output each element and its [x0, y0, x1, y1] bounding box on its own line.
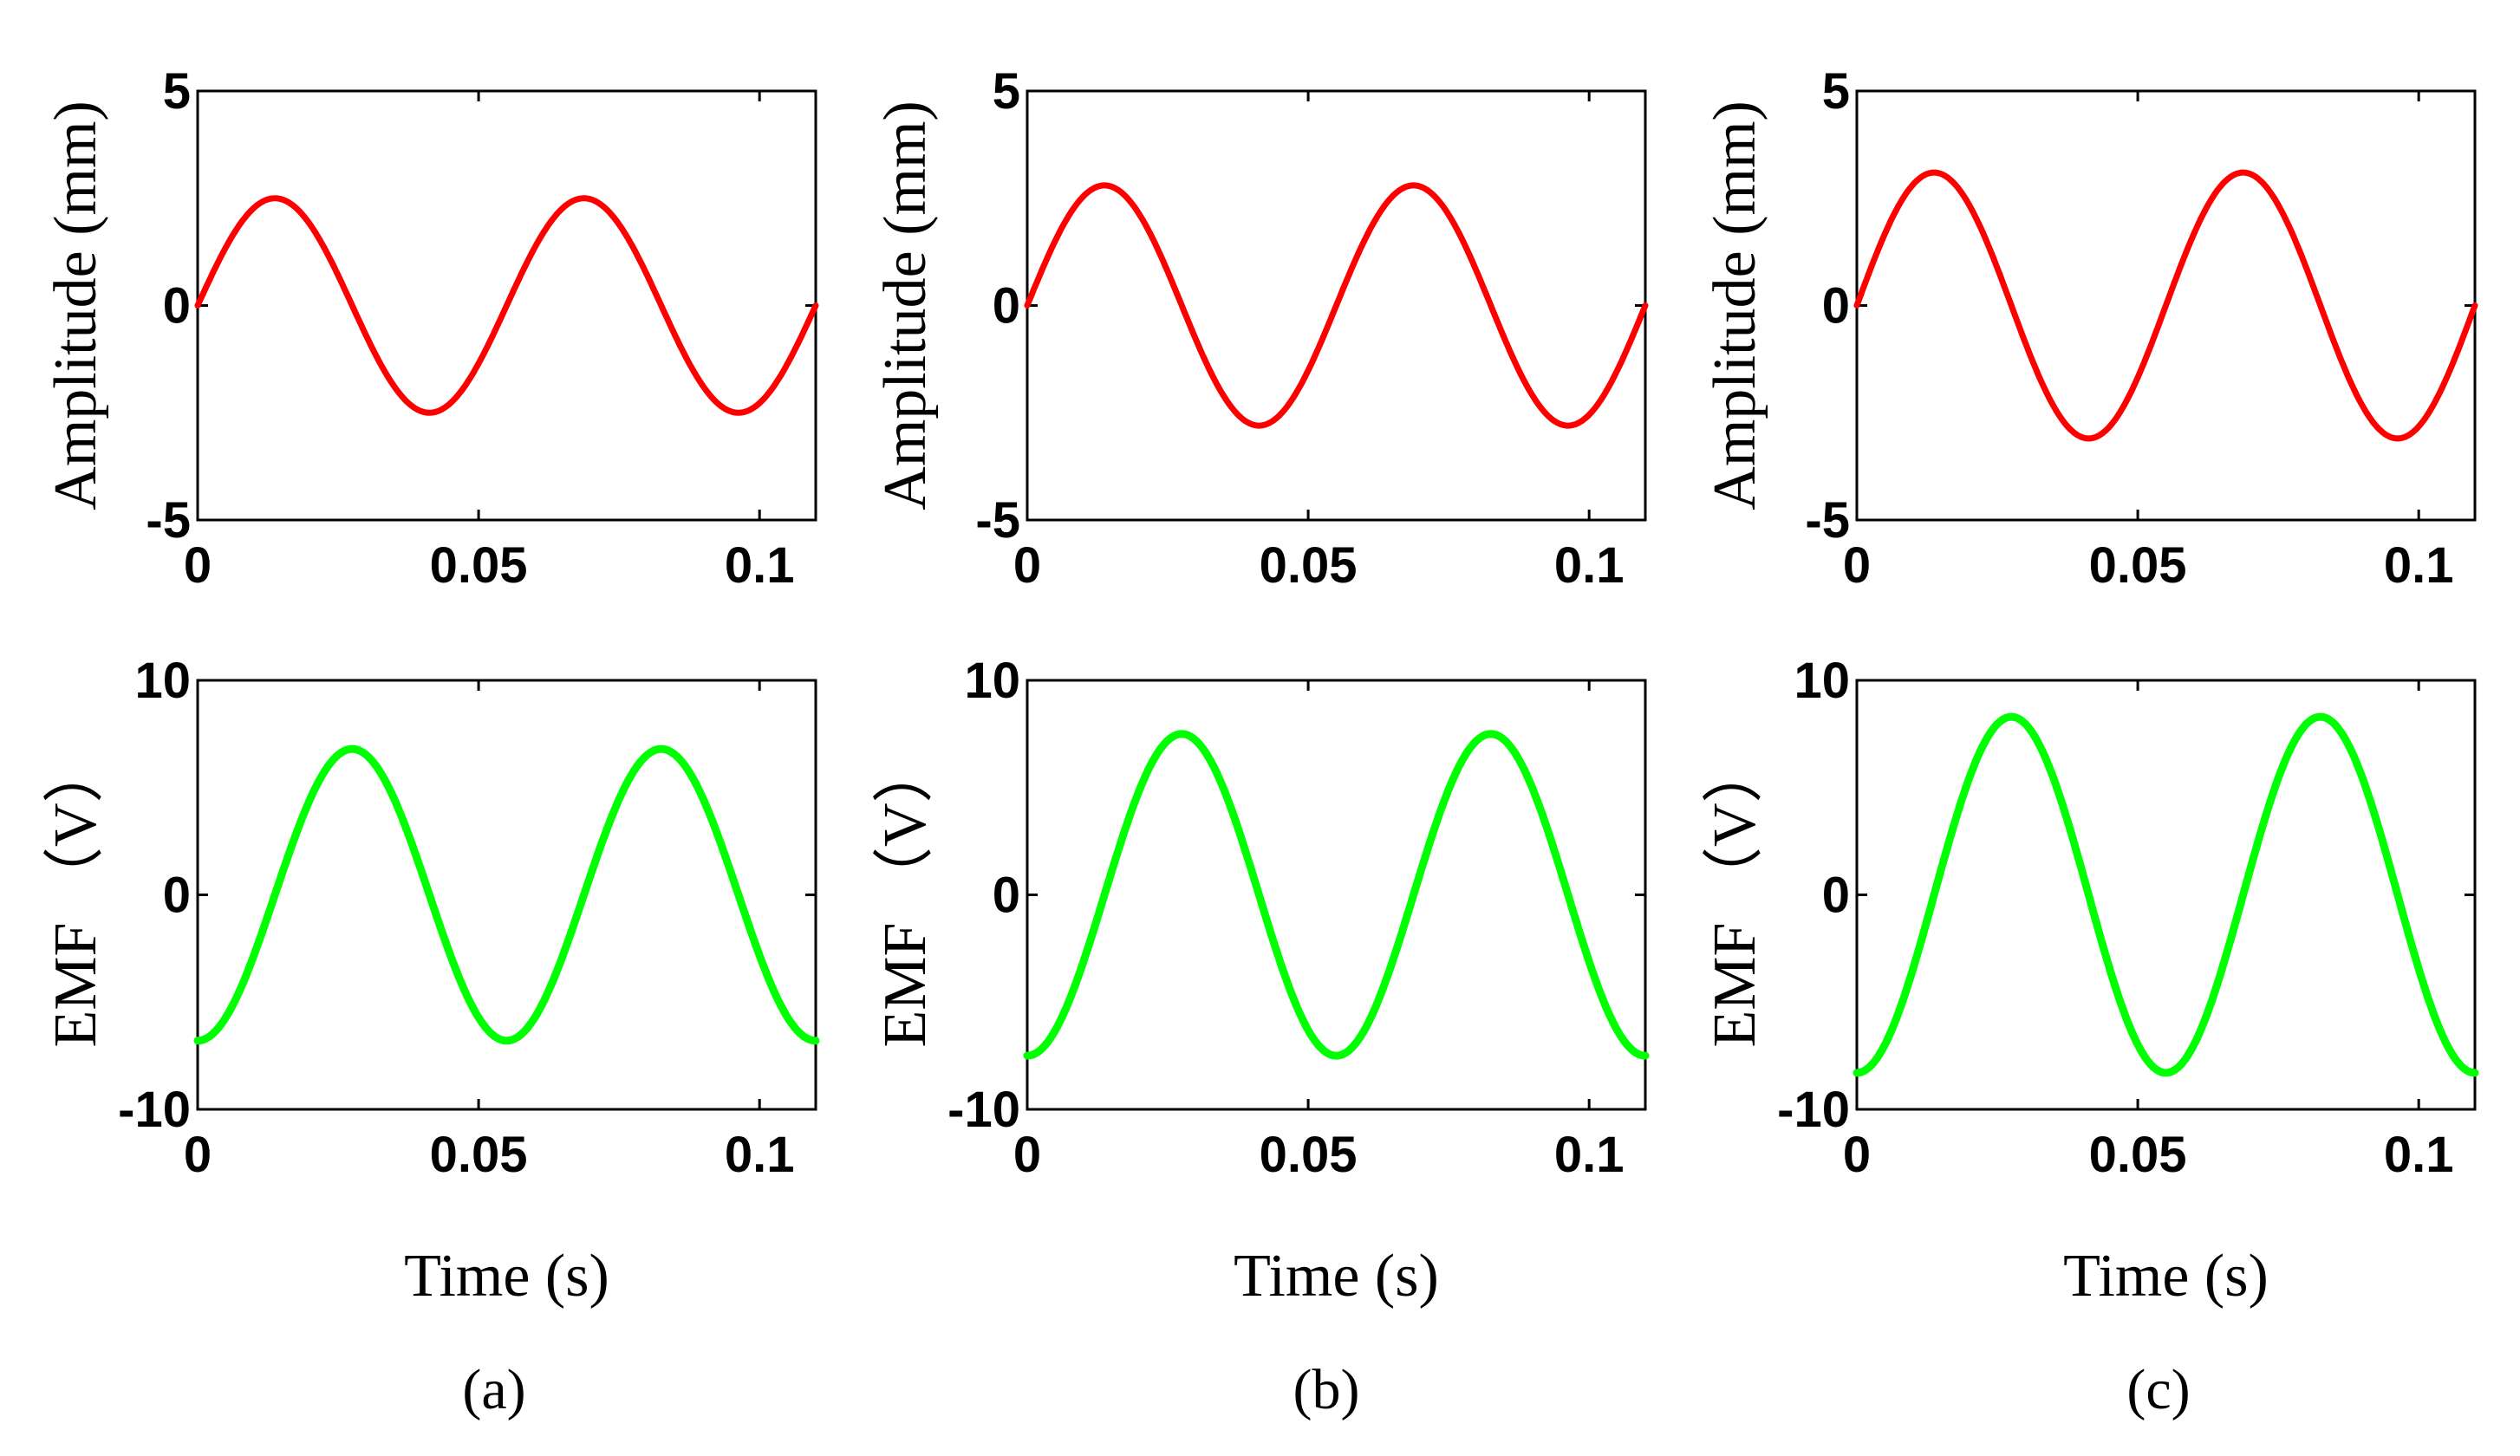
y-axis-label: EMF （V） — [1702, 743, 1768, 1048]
x-tick-label: 0 — [1013, 537, 1041, 594]
y-tick-label: 0 — [1822, 868, 1850, 924]
x-axis-label: Time (s) — [2063, 1243, 2269, 1310]
x-tick-label: 0.05 — [430, 537, 528, 594]
series-line-emf — [193, 744, 820, 1045]
y-tick-label: -5 — [975, 492, 1020, 549]
panel-label-c: (c) — [2126, 1358, 2190, 1421]
x-tick-label: 0 — [184, 537, 212, 594]
x-tick-label: 0.1 — [2384, 537, 2454, 594]
x-tick-label: 0.05 — [2089, 1127, 2187, 1183]
x-tick-label: 0.05 — [2089, 537, 2187, 594]
plot-frame — [196, 679, 817, 1111]
y-tick-label: 5 — [163, 63, 191, 120]
x-tick-label: 0.1 — [1554, 537, 1625, 594]
y-tick-label: 0 — [993, 278, 1020, 335]
y-tick-label: -10 — [1777, 1082, 1850, 1138]
y-tick-label: 10 — [134, 653, 191, 709]
y-tick-label: -10 — [118, 1082, 191, 1138]
y-axis-label: Amplitude (mm) — [42, 101, 109, 510]
y-tick-label: -10 — [947, 1082, 1020, 1138]
y-tick-label: 0 — [1822, 278, 1850, 335]
x-tick-label: 0 — [184, 1127, 212, 1183]
x-tick-label: 0 — [1013, 1127, 1041, 1183]
x-tick-label: 0.1 — [1554, 1127, 1625, 1183]
x-axis-label: Time (s) — [404, 1243, 609, 1310]
series-line-emf — [1853, 712, 2479, 1077]
plot-frame — [1855, 679, 2477, 1111]
y-tick-label: 10 — [964, 653, 1020, 709]
y-axis-label: Amplitude (mm) — [872, 101, 939, 510]
series-line-amplitude — [1853, 169, 2478, 442]
y-tick-label: -5 — [1805, 492, 1850, 549]
x-tick-label: 0.1 — [2384, 1127, 2454, 1183]
x-axis-label: Time (s) — [1234, 1243, 1439, 1310]
y-tick-label: 0 — [993, 868, 1020, 924]
y-axis-label: Amplitude (mm) — [1702, 101, 1768, 510]
x-tick-label: 0.05 — [1260, 537, 1358, 594]
y-tick-label: 0 — [163, 868, 191, 924]
x-tick-label: 0.1 — [725, 537, 795, 594]
x-tick-label: 0.05 — [1260, 1127, 1358, 1183]
panel-label-a: (a) — [462, 1358, 525, 1421]
y-tick-label: 5 — [993, 63, 1020, 120]
plot-frame — [1026, 679, 1647, 1111]
x-tick-label: 0.05 — [430, 1127, 528, 1183]
y-axis-label: EMF （V） — [872, 743, 939, 1048]
series-line-emf — [1023, 730, 1650, 1060]
y-axis-label: EMF （V） — [42, 743, 109, 1048]
y-tick-label: -5 — [146, 492, 191, 549]
y-tick-label: 5 — [1822, 63, 1850, 120]
x-tick-label: 0 — [1843, 1127, 1871, 1183]
y-tick-label: 0 — [163, 278, 191, 335]
series-line-amplitude — [194, 195, 819, 416]
x-tick-label: 0.1 — [725, 1127, 795, 1183]
y-tick-label: 10 — [1794, 653, 1850, 709]
x-tick-label: 0 — [1843, 537, 1871, 594]
panel-label-b: (b) — [1293, 1358, 1360, 1421]
series-line-amplitude — [1024, 182, 1649, 429]
